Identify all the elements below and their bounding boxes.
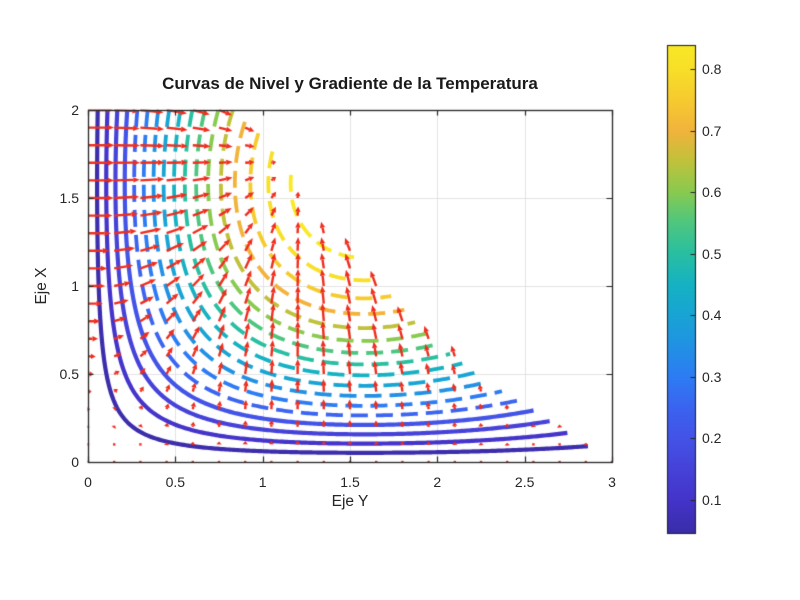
colorbar-tick-label: 0.4 <box>702 307 722 324</box>
colorbar-tick-label: 0.8 <box>702 61 722 77</box>
colorbar-tick-label: 0.2 <box>702 430 722 447</box>
colorbar-tick-label: 0.1 <box>702 491 722 508</box>
x-tick-label: 0 <box>84 474 92 490</box>
y-tick-label: 1 <box>71 278 79 294</box>
y-axis-label: Eje X <box>33 267 50 305</box>
colorbar-tick-label: 0.5 <box>702 245 722 262</box>
colorbar-tick-label: 0.7 <box>702 122 722 139</box>
x-tick-label: 2.5 <box>514 474 535 490</box>
y-tick-label: 2 <box>71 102 79 118</box>
y-tick-label: 1.5 <box>59 190 79 206</box>
colorbar-tick-label: 0.6 <box>702 184 722 201</box>
x-tick-label: 1.5 <box>340 474 360 490</box>
x-tick-label: 3 <box>608 474 616 490</box>
colorbar-tick-label: 0.3 <box>702 368 722 385</box>
plot-title: Curvas de Nivel y Gradiente de la Temper… <box>162 74 538 93</box>
x-axis-label: Eje Y <box>331 493 369 510</box>
x-tick-label: 1 <box>258 474 267 490</box>
x-tick-label: 0.5 <box>165 474 186 490</box>
y-tick-label: 0.5 <box>59 366 79 382</box>
x-tick-label: 2 <box>433 474 442 490</box>
y-tick-label: 0 <box>71 454 79 470</box>
